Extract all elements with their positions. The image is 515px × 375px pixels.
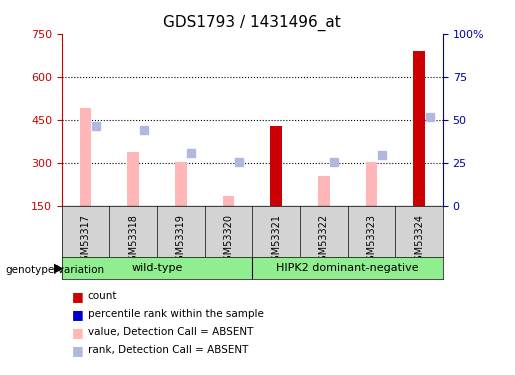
Text: ▶: ▶ (55, 262, 64, 274)
Bar (318, 176, 330, 206)
Text: genotype/variation: genotype/variation (5, 265, 104, 275)
Bar (366, 162, 377, 206)
Bar (413, 51, 425, 206)
Bar (175, 162, 187, 206)
Text: ■: ■ (72, 326, 84, 339)
Text: GSM53320: GSM53320 (224, 214, 233, 267)
Text: wild-type: wild-type (131, 263, 183, 273)
Bar (222, 196, 234, 206)
Text: GSM53323: GSM53323 (367, 214, 376, 267)
Text: rank, Detection Call = ABSENT: rank, Detection Call = ABSENT (88, 345, 248, 355)
Text: HIPK2 dominant-negative: HIPK2 dominant-negative (277, 263, 419, 273)
Text: GSM53318: GSM53318 (128, 214, 138, 267)
Text: ■: ■ (72, 344, 84, 357)
Text: GSM53319: GSM53319 (176, 214, 186, 267)
Bar (270, 126, 282, 206)
Text: GSM53321: GSM53321 (271, 214, 281, 267)
Text: value, Detection Call = ABSENT: value, Detection Call = ABSENT (88, 327, 253, 337)
Bar (80, 108, 92, 206)
Text: ■: ■ (72, 290, 84, 303)
Text: percentile rank within the sample: percentile rank within the sample (88, 309, 264, 319)
Bar (127, 152, 139, 206)
Text: count: count (88, 291, 117, 301)
Text: GSM53317: GSM53317 (81, 214, 91, 267)
Text: GSM53324: GSM53324 (414, 214, 424, 267)
Title: GDS1793 / 1431496_at: GDS1793 / 1431496_at (163, 15, 341, 31)
Text: GSM53322: GSM53322 (319, 214, 329, 267)
Text: ■: ■ (72, 308, 84, 321)
